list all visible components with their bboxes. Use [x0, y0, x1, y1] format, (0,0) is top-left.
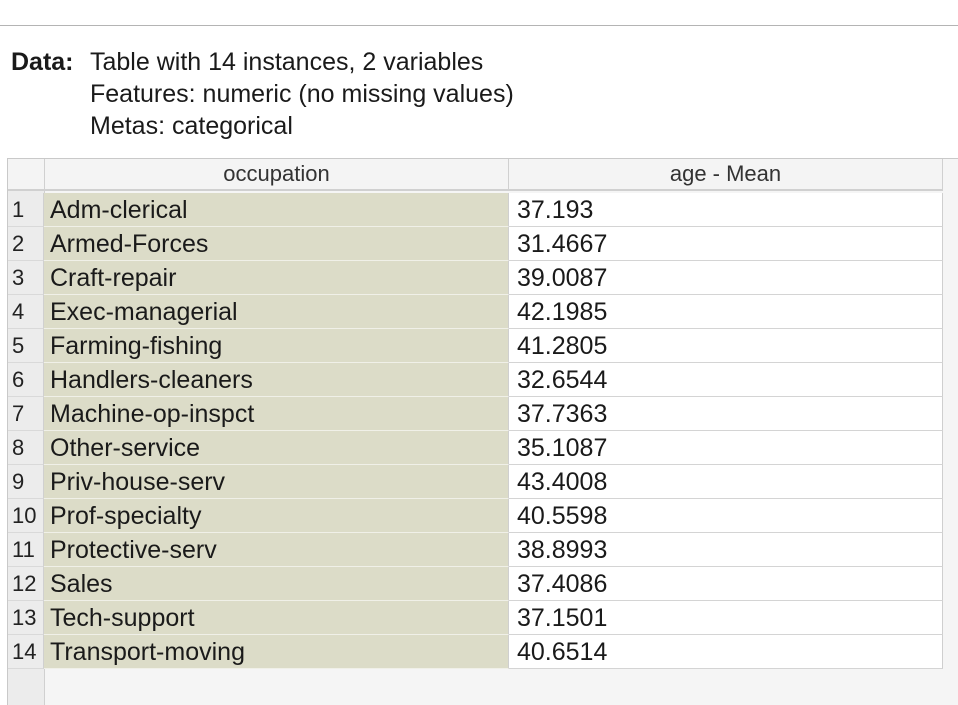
cell-age-mean[interactable]: 43.4008 [509, 465, 943, 499]
row-index[interactable]: 1 [8, 193, 44, 227]
column-header-age-mean[interactable]: age - Mean [509, 159, 943, 191]
info-row-metas: Metas: categorical [11, 110, 514, 142]
info-row-summary: Data: Table with 14 instances, 2 variabl… [11, 46, 514, 78]
cell-occupation[interactable]: Adm-clerical [44, 193, 509, 227]
table-row[interactable]: 10 Prof-specialty 40.5598 [8, 499, 943, 533]
cell-occupation[interactable]: Other-service [44, 431, 509, 465]
info-label: Data: [11, 48, 74, 76]
column-header-occupation[interactable]: occupation [45, 159, 509, 191]
cell-age-mean[interactable]: 37.193 [509, 193, 943, 227]
cell-occupation[interactable]: Farming-fishing [44, 329, 509, 363]
cell-age-mean[interactable]: 32.6544 [509, 363, 943, 397]
cell-age-mean[interactable]: 35.1087 [509, 431, 943, 465]
cell-occupation[interactable]: Craft-repair [44, 261, 509, 295]
cell-occupation[interactable]: Prof-specialty [44, 499, 509, 533]
cell-occupation[interactable]: Handlers-cleaners [44, 363, 509, 397]
cell-age-mean[interactable]: 40.6514 [509, 635, 943, 669]
table-row[interactable]: 9 Priv-house-serv 43.4008 [8, 465, 943, 499]
table-row[interactable]: 1 Adm-clerical 37.193 [8, 193, 943, 227]
row-index[interactable]: 8 [8, 431, 44, 465]
info-metas: Metas: categorical [90, 112, 293, 140]
row-index[interactable]: 9 [8, 465, 44, 499]
info-summary: Table with 14 instances, 2 variables [90, 48, 484, 76]
cell-age-mean[interactable]: 42.1985 [509, 295, 943, 329]
cell-age-mean[interactable]: 31.4667 [509, 227, 943, 261]
cell-occupation[interactable]: Transport-moving [44, 635, 509, 669]
table-row[interactable]: 8 Other-service 35.1087 [8, 431, 943, 465]
cell-occupation[interactable]: Exec-managerial [44, 295, 509, 329]
row-index[interactable]: 3 [8, 261, 44, 295]
cell-age-mean[interactable]: 37.4086 [509, 567, 943, 601]
top-divider [0, 25, 958, 26]
table-row[interactable]: 4 Exec-managerial 42.1985 [8, 295, 943, 329]
cell-occupation[interactable]: Armed-Forces [44, 227, 509, 261]
table-row[interactable]: 3 Craft-repair 39.0087 [8, 261, 943, 295]
cell-age-mean[interactable]: 39.0087 [509, 261, 943, 295]
cell-occupation[interactable]: Protective-serv [44, 533, 509, 567]
info-features: Features: numeric (no missing values) [90, 80, 514, 108]
row-index[interactable]: 11 [8, 533, 44, 567]
data-table[interactable]: occupation age - Mean 1 Adm-clerical 37.19… [7, 158, 958, 705]
data-info-panel: Data: Table with 14 instances, 2 variabl… [11, 46, 514, 142]
row-index[interactable]: 6 [8, 363, 44, 397]
table-row[interactable]: 12 Sales 37.4086 [8, 567, 943, 601]
row-index[interactable]: 7 [8, 397, 44, 431]
table-row[interactable]: 14 Transport-moving 40.6514 [8, 635, 943, 669]
table-corner[interactable] [8, 159, 45, 191]
cell-age-mean[interactable]: 37.7363 [509, 397, 943, 431]
table-row[interactable]: 6 Handlers-cleaners 32.6544 [8, 363, 943, 397]
row-index[interactable]: 10 [8, 499, 44, 533]
table-row[interactable]: 5 Farming-fishing 41.2805 [8, 329, 943, 363]
table-row[interactable]: 11 Protective-serv 38.8993 [8, 533, 943, 567]
table-body: 1 Adm-clerical 37.193 2 Armed-Forces 31.4667 3… [8, 193, 943, 669]
table-row[interactable]: 13 Tech-support 37.1501 [8, 601, 943, 635]
cell-age-mean[interactable]: 41.2805 [509, 329, 943, 363]
row-index[interactable]: 14 [8, 635, 44, 669]
row-index[interactable]: 5 [8, 329, 44, 363]
cell-occupation[interactable]: Machine-op-inspct [44, 397, 509, 431]
table-row[interactable]: 2 Armed-Forces 31.4667 [8, 227, 943, 261]
table-row[interactable]: 7 Machine-op-inspct 37.7363 [8, 397, 943, 431]
cell-occupation[interactable]: Priv-house-serv [44, 465, 509, 499]
row-index[interactable]: 13 [8, 601, 44, 635]
cell-occupation[interactable]: Sales [44, 567, 509, 601]
cell-age-mean[interactable]: 38.8993 [509, 533, 943, 567]
row-index[interactable]: 12 [8, 567, 44, 601]
info-row-features: Features: numeric (no missing values) [11, 78, 514, 110]
cell-occupation[interactable]: Tech-support [44, 601, 509, 635]
cell-age-mean[interactable]: 37.1501 [509, 601, 943, 635]
row-index[interactable]: 2 [8, 227, 44, 261]
cell-age-mean[interactable]: 40.5598 [509, 499, 943, 533]
row-index[interactable]: 4 [8, 295, 44, 329]
